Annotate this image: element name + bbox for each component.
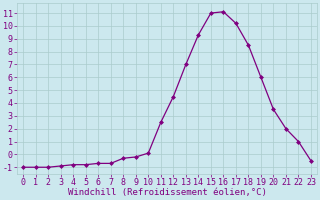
X-axis label: Windchill (Refroidissement éolien,°C): Windchill (Refroidissement éolien,°C) bbox=[68, 188, 267, 197]
